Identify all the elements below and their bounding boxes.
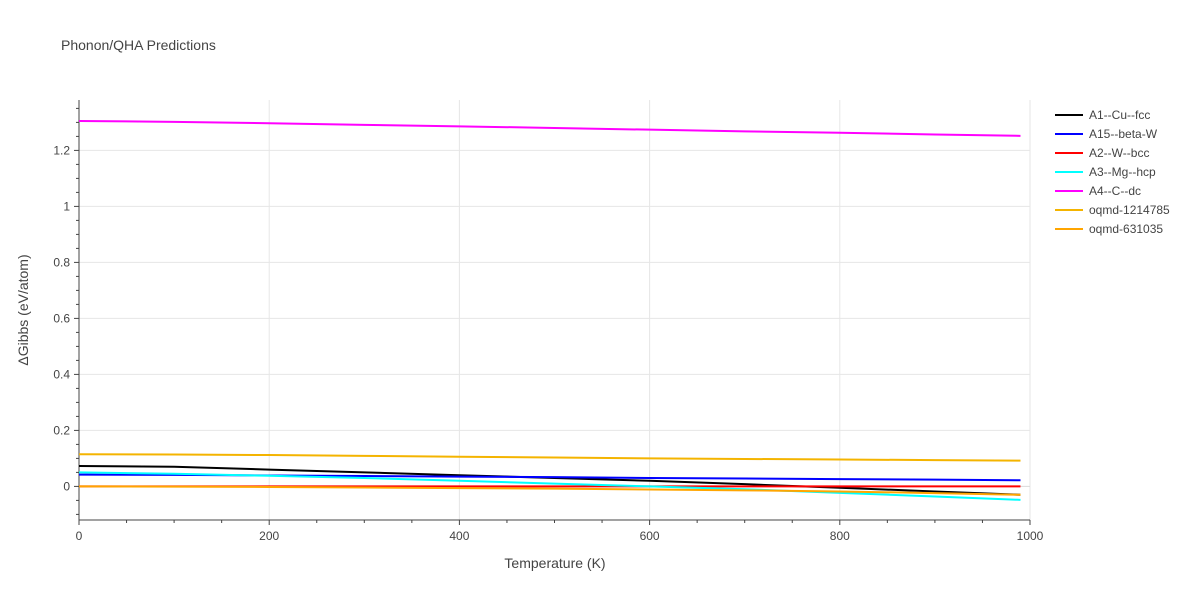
series-line-4 <box>78 120 1021 137</box>
legend: A1--Cu--fcc A15--beta-W A2--W--bcc A3--Mg--… <box>1055 108 1170 236</box>
legend-label: oqmd-631035 <box>1089 222 1163 236</box>
y-axis-title: ΔGibbs (eV/atom) <box>15 254 31 365</box>
chart-title: Phonon/QHA Predictions <box>61 37 216 53</box>
legend-label: A15--beta-W <box>1089 127 1158 141</box>
y-axis-ticks: 0 0.2 0.4 0.6 0.8 1 1.2 <box>53 107 79 515</box>
series-line-6 <box>78 485 1021 496</box>
x-tick-label: 400 <box>449 529 469 543</box>
x-tick-label: 0 <box>76 529 83 543</box>
legend-label: A1--Cu--fcc <box>1089 108 1150 122</box>
x-tick-label: 800 <box>830 529 850 543</box>
x-tick-label: 200 <box>259 529 279 543</box>
x-axis-ticks: 0 200 400 600 800 1000 <box>76 520 1044 543</box>
legend-label: A3--Mg--hcp <box>1089 165 1156 179</box>
x-tick-label: 1000 <box>1017 529 1044 543</box>
y-tick-label: 0.2 <box>53 423 70 437</box>
y-tick-label: 1 <box>63 199 70 213</box>
y-tick-label: 0.6 <box>53 311 70 325</box>
series-lines <box>78 120 1021 501</box>
legend-label: oqmd-1214785 <box>1089 203 1170 217</box>
legend-label: A2--W--bcc <box>1089 146 1149 160</box>
series-line-5 <box>78 453 1021 462</box>
y-tick-label: 0.8 <box>53 255 70 269</box>
legend-label: A4--C--dc <box>1089 184 1141 198</box>
series-line-0 <box>78 464 1021 496</box>
series-line-3 <box>78 471 1021 501</box>
y-tick-label: 0 <box>63 479 70 493</box>
x-axis-title: Temperature (K) <box>504 555 605 571</box>
y-tick-label: 0.4 <box>53 367 70 381</box>
y-tick-label: 1.2 <box>53 143 70 157</box>
x-tick-label: 600 <box>640 529 660 543</box>
